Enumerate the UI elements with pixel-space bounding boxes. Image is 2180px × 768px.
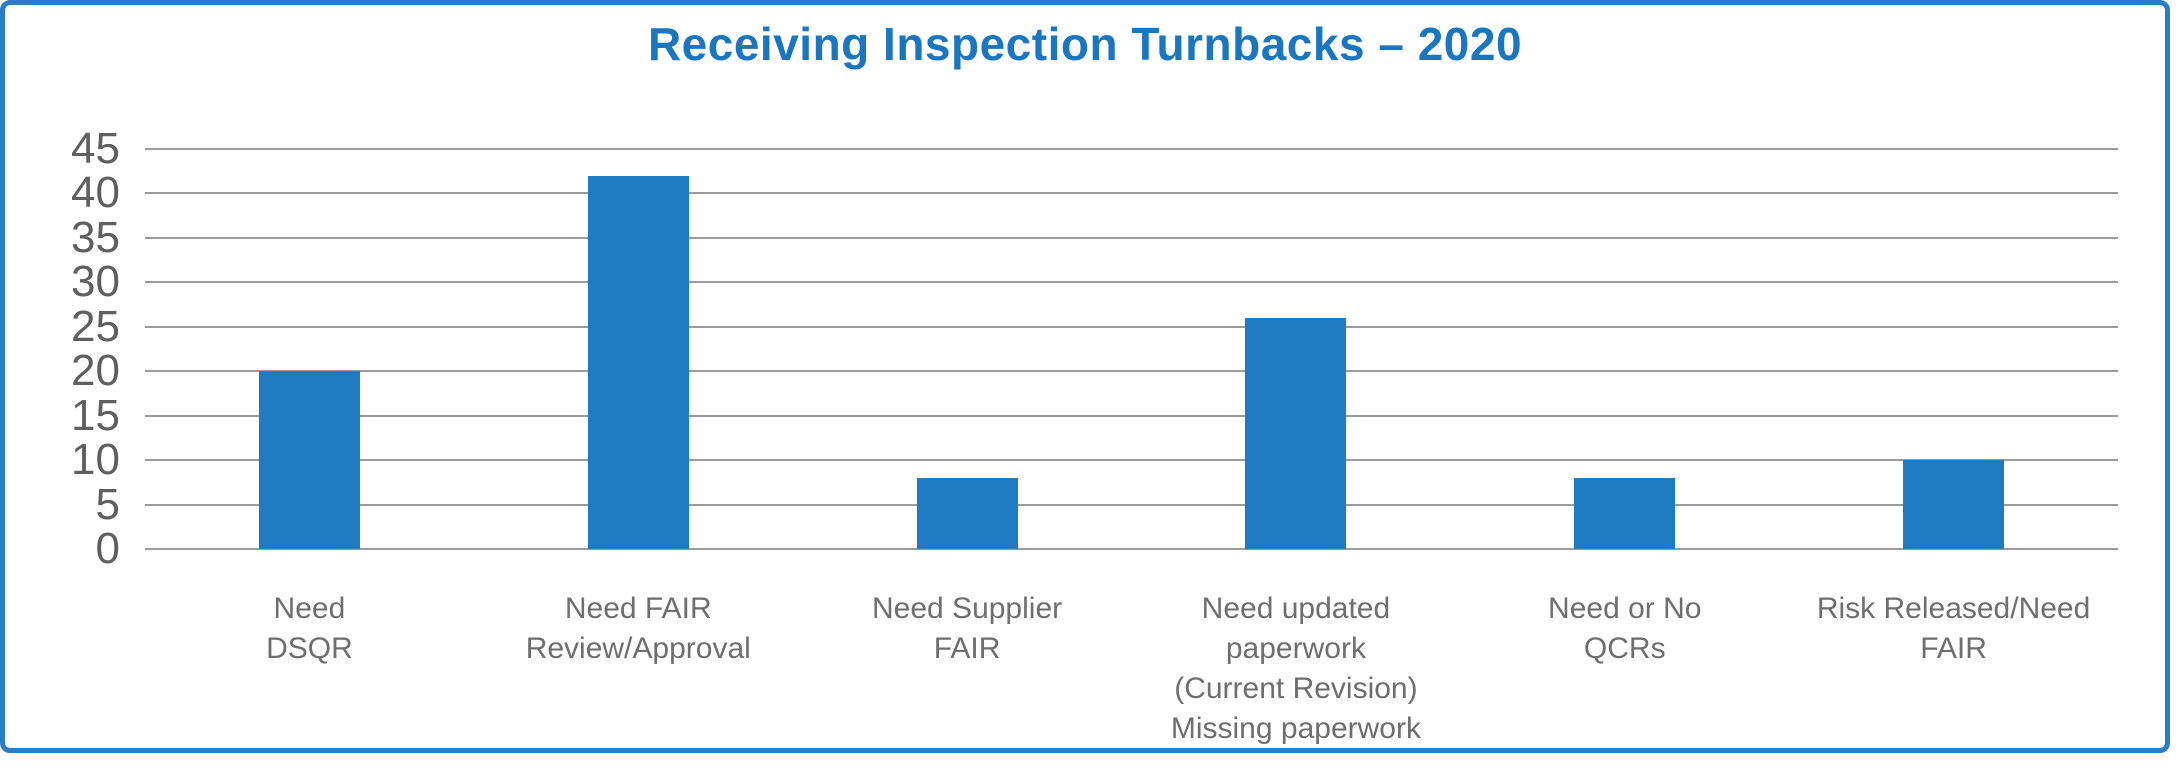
bar-1 — [258, 371, 360, 549]
y-tick-label: 0 — [95, 524, 120, 573]
gridline-45 — [145, 148, 2118, 150]
y-tick-label: 35 — [71, 212, 120, 262]
x-category-label: Need DSQR — [266, 592, 353, 665]
bar-6 — [1903, 460, 2005, 549]
x-category-label: Need Supplier FAIR — [872, 592, 1063, 665]
x-category-label: Need or No QCRs — [1548, 592, 1702, 665]
gridline-35 — [145, 236, 2118, 239]
gridline-30 — [145, 281, 2118, 284]
y-tick-label: 10 — [71, 435, 120, 485]
gridline-20 — [145, 370, 2118, 373]
gridline-25 — [145, 325, 2118, 328]
gridline-10 — [145, 459, 2118, 462]
x-category-label: Need updated paperwork (Current Revision… — [1170, 592, 1421, 745]
gridline-15 — [145, 414, 2118, 417]
y-tick-label: 30 — [71, 257, 120, 307]
bar-3 — [916, 477, 1018, 549]
chart-frame: Receiving Inspection Turnbacks – 2020 45… — [0, 0, 2170, 753]
y-tick-label: 20 — [71, 346, 120, 396]
bar-2 — [587, 175, 689, 549]
gridline-5 — [145, 503, 2118, 506]
bar-4 — [1245, 317, 1347, 549]
y-tick-label: 25 — [71, 301, 120, 351]
x-category-label: Need FAIR Review/Approval — [525, 592, 751, 665]
gridline-40 — [145, 192, 2118, 195]
gridline-0 — [145, 548, 2118, 550]
y-tick-label: 15 — [71, 390, 120, 440]
bar-5 — [1574, 477, 1676, 549]
chart-title: Receiving Inspection Turnbacks – 2020 — [647, 18, 1523, 70]
y-tick-label: 5 — [95, 479, 120, 529]
x-category-label: Risk Released/Need FAIR — [1816, 592, 2091, 665]
plot-area: 45 40 35 30 25 20 15 10 5 0 Need DSQR Need FAIR Rev… — [5, 5, 2180, 768]
y-tick-label: 40 — [71, 168, 120, 218]
y-tick-label: 45 — [71, 124, 120, 173]
